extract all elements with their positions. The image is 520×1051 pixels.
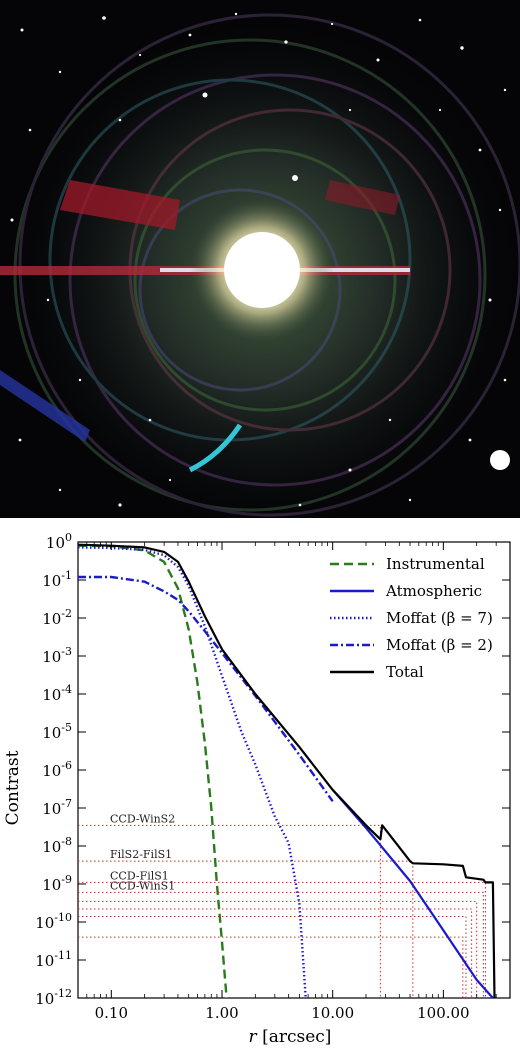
axis-ticks: 0.10 1.00 10.00 100.00 100 10-1 10-2 10-3 10-4 10… xyxy=(35,531,510,1022)
reference-line xyxy=(78,891,484,998)
x-tick-label: 0.10 xyxy=(95,1004,128,1022)
reference-line xyxy=(78,881,486,998)
series-line xyxy=(77,543,496,999)
reference-line xyxy=(78,900,478,998)
reference-line-label: CCD-WinS2 xyxy=(110,812,175,825)
reference-line-label: CCD-WinS1 xyxy=(110,879,175,892)
x-axis-label: r [arcsec] xyxy=(249,1027,332,1047)
x-tick-label: 100.00 xyxy=(417,1004,470,1022)
legend: Instrumental Atmospheric Moffat (β = 7) Mof… xyxy=(330,555,493,681)
legend-label: Instrumental xyxy=(386,555,485,573)
y-tick-label: 10-10 xyxy=(35,911,72,932)
reference-line xyxy=(78,824,381,998)
y-tick-label: 10-11 xyxy=(35,949,72,970)
y-tick-label: 10-3 xyxy=(42,645,72,666)
reference-line-label: FilS2-FilS1 xyxy=(110,848,172,861)
y-tick-label: 10-4 xyxy=(42,683,72,704)
star-halo-image xyxy=(0,0,520,518)
reference-line xyxy=(78,908,473,998)
series-line xyxy=(78,575,334,802)
y-tick-label: 10-5 xyxy=(42,721,72,742)
x-tick-label: 1.00 xyxy=(205,1004,238,1022)
y-tick-label: 10-9 xyxy=(42,873,72,894)
reference-line xyxy=(78,915,467,998)
legend-label: Moffat (β = 7) xyxy=(386,609,493,627)
legend-label: Moffat (β = 2) xyxy=(386,636,493,654)
y-tick-label: 10-7 xyxy=(42,797,72,818)
y-tick-label: 10-1 xyxy=(42,569,72,590)
y-axis-label: Contrast xyxy=(3,750,23,825)
y-tick-label: 10-2 xyxy=(42,607,72,628)
reference-line xyxy=(78,936,464,998)
y-tick-label: 10-8 xyxy=(42,835,72,856)
x-tick-label: 10.00 xyxy=(311,1004,354,1022)
legend-label: Atmospheric xyxy=(385,582,482,600)
y-tick-label: 10-6 xyxy=(42,759,72,780)
series-line xyxy=(77,546,307,999)
series-line xyxy=(331,789,494,999)
reference-line-label: CCD-FilS1 xyxy=(110,869,169,882)
y-tick-label: 10-12 xyxy=(35,987,72,1008)
y-tick-label: 100 xyxy=(46,531,72,552)
legend-label: Total xyxy=(386,663,424,681)
series-lines xyxy=(77,543,496,999)
